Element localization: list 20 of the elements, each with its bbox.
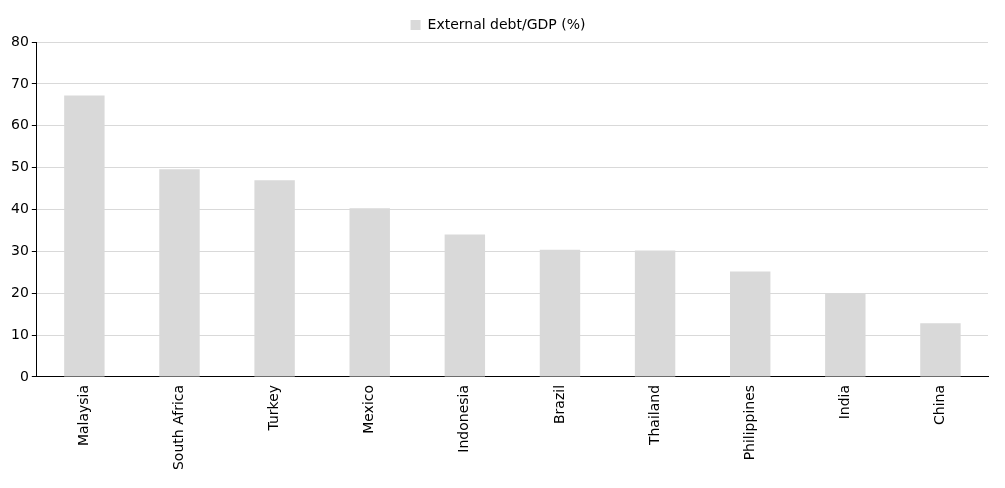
y-tick-label: 0	[19, 367, 29, 384]
x-tick-label: Philippines	[740, 384, 757, 461]
legend-label: External debt/GDP (%)	[427, 15, 586, 32]
x-tick-label: Thailand	[645, 384, 662, 447]
y-tick-label: 30	[10, 241, 29, 258]
y-tick-label: 50	[10, 158, 29, 175]
x-tick-label: Turkey	[265, 384, 282, 432]
y-tick-label: 80	[10, 32, 29, 49]
y-tick-label: 20	[10, 283, 29, 300]
x-tick-label: Indonesia	[455, 384, 472, 453]
x-tick-label: Mexico	[360, 384, 377, 434]
x-tick-label: Brazil	[550, 384, 567, 425]
y-tick-label: 60	[10, 116, 29, 133]
x-tick-label: South Africa	[170, 384, 187, 471]
x-tick-label: China	[931, 384, 948, 425]
y-tick-label: 40	[10, 200, 29, 217]
x-tick-label: India	[835, 384, 852, 420]
x-tick-label: Malaysia	[75, 384, 92, 447]
y-tick-label: 70	[10, 74, 29, 91]
y-tick-label: 10	[10, 325, 29, 342]
